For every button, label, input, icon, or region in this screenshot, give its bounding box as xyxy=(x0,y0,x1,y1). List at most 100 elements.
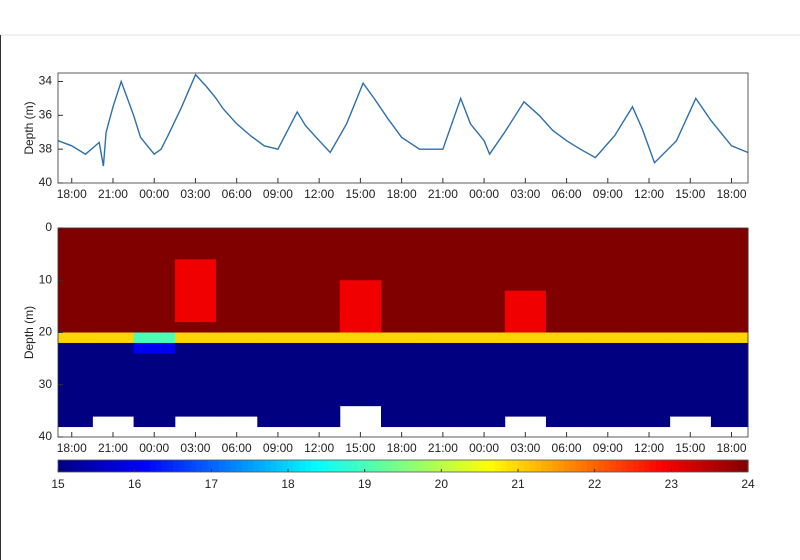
colorbar-tick-label: 20 xyxy=(435,477,449,491)
colorbar-swatch xyxy=(472,460,479,472)
depth-line xyxy=(57,73,749,167)
colorbar-swatch xyxy=(316,460,324,472)
heatmap-cell xyxy=(381,342,423,354)
x-tick-label: 09:00 xyxy=(263,187,293,201)
heatmap-cell xyxy=(339,353,382,365)
heatmap-cell xyxy=(545,322,588,333)
heatmap-cell xyxy=(587,301,629,313)
heatmap-cell xyxy=(381,248,423,260)
colorbar-swatch xyxy=(690,460,697,472)
colorbar-swatch xyxy=(730,460,738,472)
heatmap-cell xyxy=(587,228,629,239)
colorbar-swatch xyxy=(610,460,617,472)
heatmap-cell xyxy=(381,405,423,417)
colorbar-swatch xyxy=(391,460,398,472)
heatmap-cell xyxy=(422,405,464,417)
heatmap-cell xyxy=(58,301,93,313)
colorbar-swatch xyxy=(351,460,358,472)
heatmap-cell xyxy=(545,405,588,417)
heatmap-cell xyxy=(504,363,547,375)
heatmap-cell xyxy=(216,301,258,313)
heatmap-cell xyxy=(710,259,749,271)
colorbar-swatch xyxy=(213,460,220,472)
heatmap-cell xyxy=(669,280,712,292)
heatmap-cell xyxy=(133,228,176,239)
heatmap-cell xyxy=(381,280,423,292)
colorbar-swatch xyxy=(98,460,105,472)
colorbar-swatch xyxy=(575,460,582,472)
heatmap-cell xyxy=(587,248,629,260)
heatmap-cell xyxy=(339,269,382,281)
heatmap-cell xyxy=(710,405,749,417)
y-axis-label: Depth (m) xyxy=(22,101,36,154)
heatmap-cell xyxy=(133,384,176,396)
heatmap-cell xyxy=(669,290,712,302)
heatmap-cell xyxy=(545,353,588,365)
heatmap-cell xyxy=(133,342,176,354)
heatmap-cell xyxy=(58,228,93,239)
heatmap-cell xyxy=(339,322,382,333)
heatmap-cell xyxy=(628,301,671,313)
heatmap-cell xyxy=(133,280,176,292)
heatmap-cell xyxy=(463,384,506,396)
heatmap-cell xyxy=(298,384,341,396)
y-tick-label: 40 xyxy=(39,429,53,443)
heatmap-cell xyxy=(628,384,671,396)
colorbar-swatch xyxy=(592,460,600,472)
heatmap-cell xyxy=(463,322,506,333)
heatmap-cell xyxy=(504,259,547,271)
heatmap-cell xyxy=(710,290,749,302)
colorbar-swatch xyxy=(270,460,278,472)
heatmap-cell xyxy=(133,290,176,302)
heatmap-cell xyxy=(381,269,423,281)
heatmap-cell xyxy=(339,395,382,407)
heatmap-cell xyxy=(710,269,749,281)
colorbar-swatch xyxy=(196,460,203,472)
heatmap-cell xyxy=(58,269,93,281)
heatmap-cell xyxy=(58,384,93,396)
heatmap-cell xyxy=(587,374,629,386)
colorbar-swatch xyxy=(408,460,416,472)
colorbar-swatch xyxy=(385,460,393,472)
heatmap-cell xyxy=(216,353,258,365)
heatmap-cell xyxy=(298,374,341,386)
heatmap-cell xyxy=(58,395,93,407)
heatmap-cell xyxy=(92,374,135,386)
heatmap-cell xyxy=(298,290,341,302)
heatmap-cell xyxy=(133,332,176,344)
heatmap-cell xyxy=(298,259,341,271)
heatmap-cell xyxy=(422,363,464,375)
heatmap-cell xyxy=(133,311,176,323)
heatmap-cell xyxy=(339,228,382,239)
heatmap-cell xyxy=(710,374,749,386)
heatmap-cell xyxy=(545,301,588,313)
colorbar-swatch xyxy=(63,460,71,472)
y-tick-label: 30 xyxy=(39,377,53,391)
heatmap-cell xyxy=(710,416,749,428)
y-tick-label: 0 xyxy=(45,220,52,234)
x-tick-label: 18:00 xyxy=(716,441,746,455)
heatmap-cell xyxy=(669,353,712,365)
heatmap-cell xyxy=(587,405,629,417)
heatmap-cell xyxy=(463,228,506,239)
heatmap-cell xyxy=(174,280,217,292)
heatmap-cell xyxy=(422,384,464,396)
heatmap-cell xyxy=(710,384,749,396)
heatmap-cell xyxy=(504,332,547,344)
colorbar-swatch xyxy=(109,460,117,472)
heatmap-cell xyxy=(504,238,547,250)
heatmap-cell xyxy=(58,374,93,386)
colorbar-swatch xyxy=(259,460,266,472)
x-tick-label: 21:00 xyxy=(98,187,128,201)
heatmap-cell xyxy=(545,311,588,323)
heatmap-cell xyxy=(504,405,547,417)
heatmap-cell xyxy=(504,280,547,292)
colorbar-swatch xyxy=(190,460,197,472)
colorbar-swatch xyxy=(569,460,577,472)
heatmap-cell xyxy=(381,290,423,302)
heatmap-cell xyxy=(216,248,258,260)
heatmap-cell xyxy=(174,374,217,386)
x-tick-label: 18:00 xyxy=(387,441,417,455)
heatmap-cell xyxy=(463,374,506,386)
